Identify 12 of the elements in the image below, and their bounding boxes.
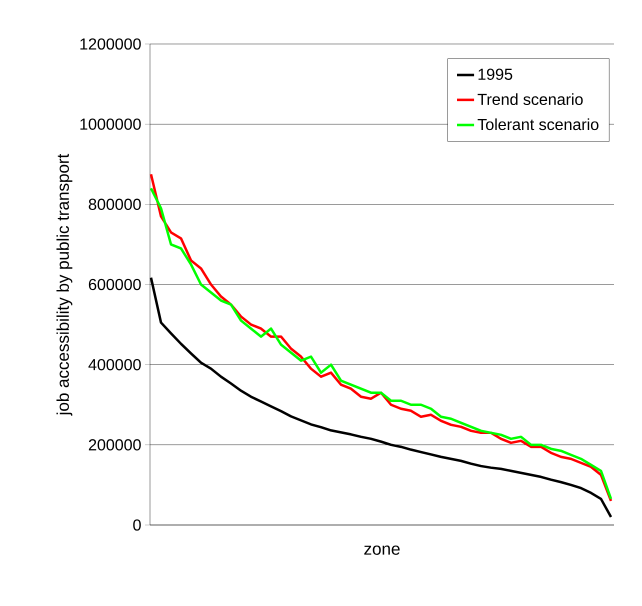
y-tick-label: 600000 (88, 278, 141, 290)
y-axis-title: job accessibility by public transport (56, 154, 72, 416)
legend-label: 1995 (478, 68, 512, 80)
y-tick-label: 1200000 (80, 38, 141, 50)
y-tick-label: 0 (133, 519, 141, 531)
y-tick-label: 1000000 (80, 118, 141, 130)
legend-label: Tolerant scenario (478, 118, 598, 130)
legend-label: Trend scenario (478, 93, 583, 106)
x-axis-title: zone (364, 546, 400, 555)
y-tick-label: 400000 (88, 359, 141, 370)
y-tick-label: 200000 (88, 439, 141, 450)
y-tick-label: 800000 (88, 198, 141, 210)
